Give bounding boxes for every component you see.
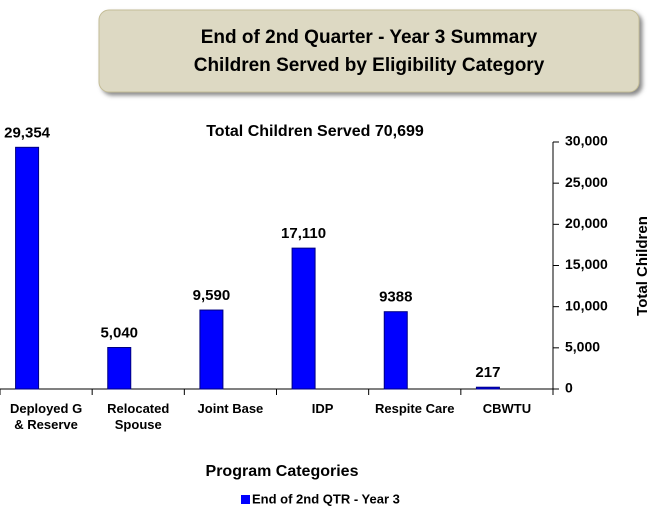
x-tick-label-box: Deployed G & Reserve — [9, 401, 83, 432]
x-tick-label-box: Relocated Spouse — [107, 401, 170, 432]
x-tick-label: Respite Care — [375, 401, 455, 416]
y-axis-label: Total Children — [634, 216, 649, 316]
chart-title: End of 2nd Quarter - Year 3 Summary — [201, 27, 538, 48]
y-tick-label: 25,000 — [565, 174, 608, 190]
bar — [199, 309, 224, 390]
value-label: 29,354 — [4, 124, 51, 141]
bar — [15, 146, 40, 390]
x-tick-label-box: IDP — [311, 401, 334, 416]
x-tick-label: Relocated Spouse — [107, 401, 170, 432]
bar — [475, 386, 500, 390]
value-label: 217 — [475, 364, 500, 381]
legend-label: End of 2nd QTR - Year 3 — [252, 491, 400, 506]
x-tick-label: Joint Base — [197, 401, 264, 416]
bar — [107, 347, 132, 390]
y-tick-label: 0 — [565, 380, 573, 396]
x-tick-label-box: Joint Base — [197, 401, 264, 416]
value-label: 17,110 — [281, 225, 326, 242]
value-label: 9388 — [379, 289, 412, 306]
x-tick-label: IDP — [311, 401, 334, 416]
y-tick-label: 15,000 — [565, 256, 608, 272]
bar — [291, 247, 316, 390]
chart-subtitle: Total Children Served 70,699 — [206, 123, 424, 140]
value-label: 9,590 — [193, 287, 231, 304]
legend-swatch — [241, 495, 250, 504]
y-tick-label: 30,000 — [565, 133, 608, 149]
y-tick-label: 20,000 — [565, 215, 608, 231]
x-tick-label-box: CBWTU — [482, 401, 532, 416]
x-axis-label: Program Categories — [206, 463, 359, 480]
x-tick-label-box: Respite Care — [375, 401, 455, 416]
chart-title: Children Served by Eligibility Category — [194, 55, 545, 76]
x-tick-label: Deployed G & Reserve — [9, 401, 83, 432]
y-tick-label: 5,000 — [565, 339, 600, 355]
bar — [383, 311, 408, 390]
value-label: 5,040 — [100, 324, 138, 341]
title-box — [98, 9, 640, 93]
x-tick-label: CBWTU — [482, 401, 532, 416]
y-tick-label: 10,000 — [565, 297, 608, 313]
